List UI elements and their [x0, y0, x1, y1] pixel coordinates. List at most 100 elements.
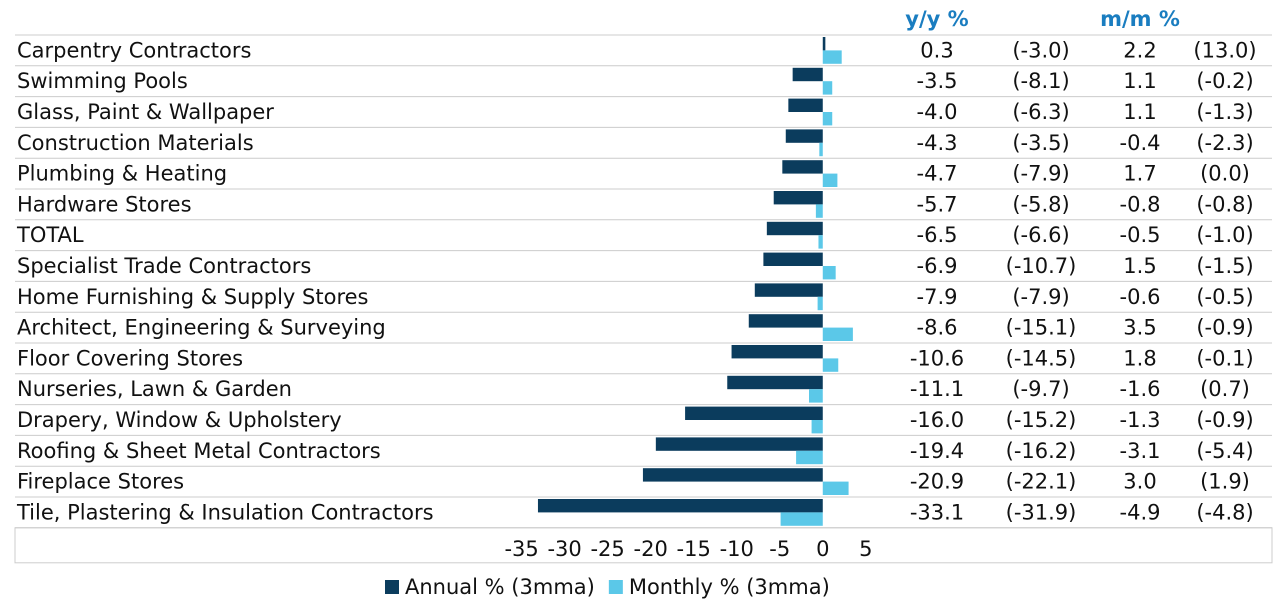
value-label: -5.7: [917, 192, 958, 216]
prior-value-label: (-0.2): [1196, 69, 1253, 93]
prior-value-label: (-5.4): [1196, 439, 1253, 463]
bar: [780, 512, 823, 526]
prior-value-label: (-8.1): [1012, 69, 1069, 93]
prior-value-label: (-7.9): [1012, 285, 1069, 309]
prior-value-label: (-0.9): [1196, 408, 1253, 432]
bar: [822, 50, 842, 64]
bar: [822, 173, 838, 187]
value-label: -33.1: [910, 500, 964, 524]
prior-value-label: (0.0): [1200, 162, 1250, 186]
bar: [809, 389, 823, 403]
prior-value-label: (-2.3): [1196, 131, 1253, 155]
value-label: -4.7: [917, 162, 958, 186]
value-label: -7.9: [917, 285, 958, 309]
prior-value-label: (-1.3): [1196, 100, 1253, 124]
value-label: -11.1: [910, 377, 964, 401]
bar: [655, 437, 823, 451]
prior-value-label: (0.7): [1200, 377, 1250, 401]
x-tick-label: 0: [816, 537, 829, 561]
bar: [773, 191, 823, 205]
prior-value-label: (-3.0): [1012, 38, 1069, 62]
bar: [766, 221, 823, 236]
bar: [642, 468, 823, 482]
category-label: Glass, Paint & Wallpaper: [17, 100, 274, 124]
value-label: -0.8: [1120, 192, 1161, 216]
bar: [819, 142, 823, 157]
bar: [727, 375, 823, 390]
prior-value-label: (-0.5): [1196, 285, 1253, 309]
prior-value-label: (-16.2): [1006, 439, 1077, 463]
prior-value-label: (-0.8): [1196, 192, 1253, 216]
category-label: Roofing & Sheet Metal Contractors: [17, 439, 381, 463]
category-label: Hardware Stores: [17, 192, 192, 216]
prior-value-label: (-15.1): [1006, 316, 1077, 340]
prior-value-label: (-31.9): [1006, 500, 1077, 524]
prior-value-label: (13.0): [1193, 38, 1256, 62]
prior-value-label: (-15.2): [1006, 408, 1077, 432]
value-label: -0.5: [1120, 223, 1161, 247]
prior-value-label: (-22.1): [1006, 470, 1077, 494]
value-label: 1.8: [1123, 346, 1156, 370]
category-label: Floor Covering Stores: [17, 346, 243, 370]
bar: [788, 98, 823, 112]
bar: [782, 160, 823, 174]
bar: [822, 327, 853, 341]
category-label: Tile, Plastering & Insulation Contractor…: [16, 500, 434, 524]
value-label: 1.1: [1123, 100, 1156, 124]
bar: [822, 37, 826, 51]
value-label: -3.5: [917, 69, 958, 93]
prior-value-label: (-6.3): [1012, 100, 1069, 124]
column-header: m/m %: [1100, 7, 1180, 31]
value-label: -10.6: [910, 346, 964, 370]
bar: [822, 266, 836, 280]
bar: [818, 235, 823, 249]
prior-value-label: (-10.7): [1006, 254, 1077, 278]
bar: [792, 67, 823, 82]
bar: [822, 358, 839, 372]
bar: [822, 481, 849, 495]
value-label: -6.5: [917, 223, 958, 247]
value-label: 1.7: [1123, 162, 1156, 186]
value-label: -4.0: [917, 100, 958, 124]
value-label: -16.0: [910, 408, 964, 432]
category-label: Construction Materials: [17, 131, 254, 155]
axis-box: [14, 527, 1273, 564]
prior-value-label: (1.9): [1200, 470, 1250, 494]
value-label: 0.3: [920, 38, 953, 62]
x-tick-label: -30: [547, 537, 581, 561]
category-label: Drapery, Window & Upholstery: [17, 408, 342, 432]
x-tick-label: -15: [677, 537, 711, 561]
x-tick-label: -10: [720, 537, 754, 561]
bar: [748, 314, 823, 328]
category-label: TOTAL: [16, 223, 84, 247]
category-label: Carpentry Contractors: [17, 38, 251, 62]
bar: [817, 296, 823, 311]
prior-value-label: (-5.8): [1012, 192, 1069, 216]
prior-value-label: (-0.1): [1196, 346, 1253, 370]
prior-value-label: (-14.5): [1006, 346, 1077, 370]
bar: [754, 283, 823, 297]
value-label: -4.3: [917, 131, 958, 155]
value-label: -0.6: [1120, 285, 1161, 309]
category-label: Nurseries, Lawn & Garden: [17, 377, 292, 401]
value-label: -3.1: [1120, 439, 1161, 463]
value-label: -1.6: [1120, 377, 1161, 401]
value-label: -4.9: [1120, 500, 1161, 524]
x-tick-label: -20: [634, 537, 668, 561]
prior-value-label: (-1.5): [1196, 254, 1253, 278]
value-label: -1.3: [1120, 408, 1161, 432]
category-label: Plumbing & Heating: [17, 162, 227, 186]
value-label: -19.4: [910, 439, 964, 463]
x-tick-label: -25: [590, 537, 624, 561]
prior-value-label: (-3.5): [1012, 131, 1069, 155]
value-label: -0.4: [1120, 131, 1161, 155]
category-label: Swimming Pools: [17, 69, 188, 93]
value-label: 3.0: [1123, 470, 1156, 494]
prior-value-label: (-4.8): [1196, 500, 1253, 524]
bar: [685, 406, 823, 420]
value-label: -8.6: [917, 316, 958, 340]
x-tick-label: -5: [769, 537, 790, 561]
bar: [731, 345, 823, 359]
bar: [537, 499, 823, 513]
